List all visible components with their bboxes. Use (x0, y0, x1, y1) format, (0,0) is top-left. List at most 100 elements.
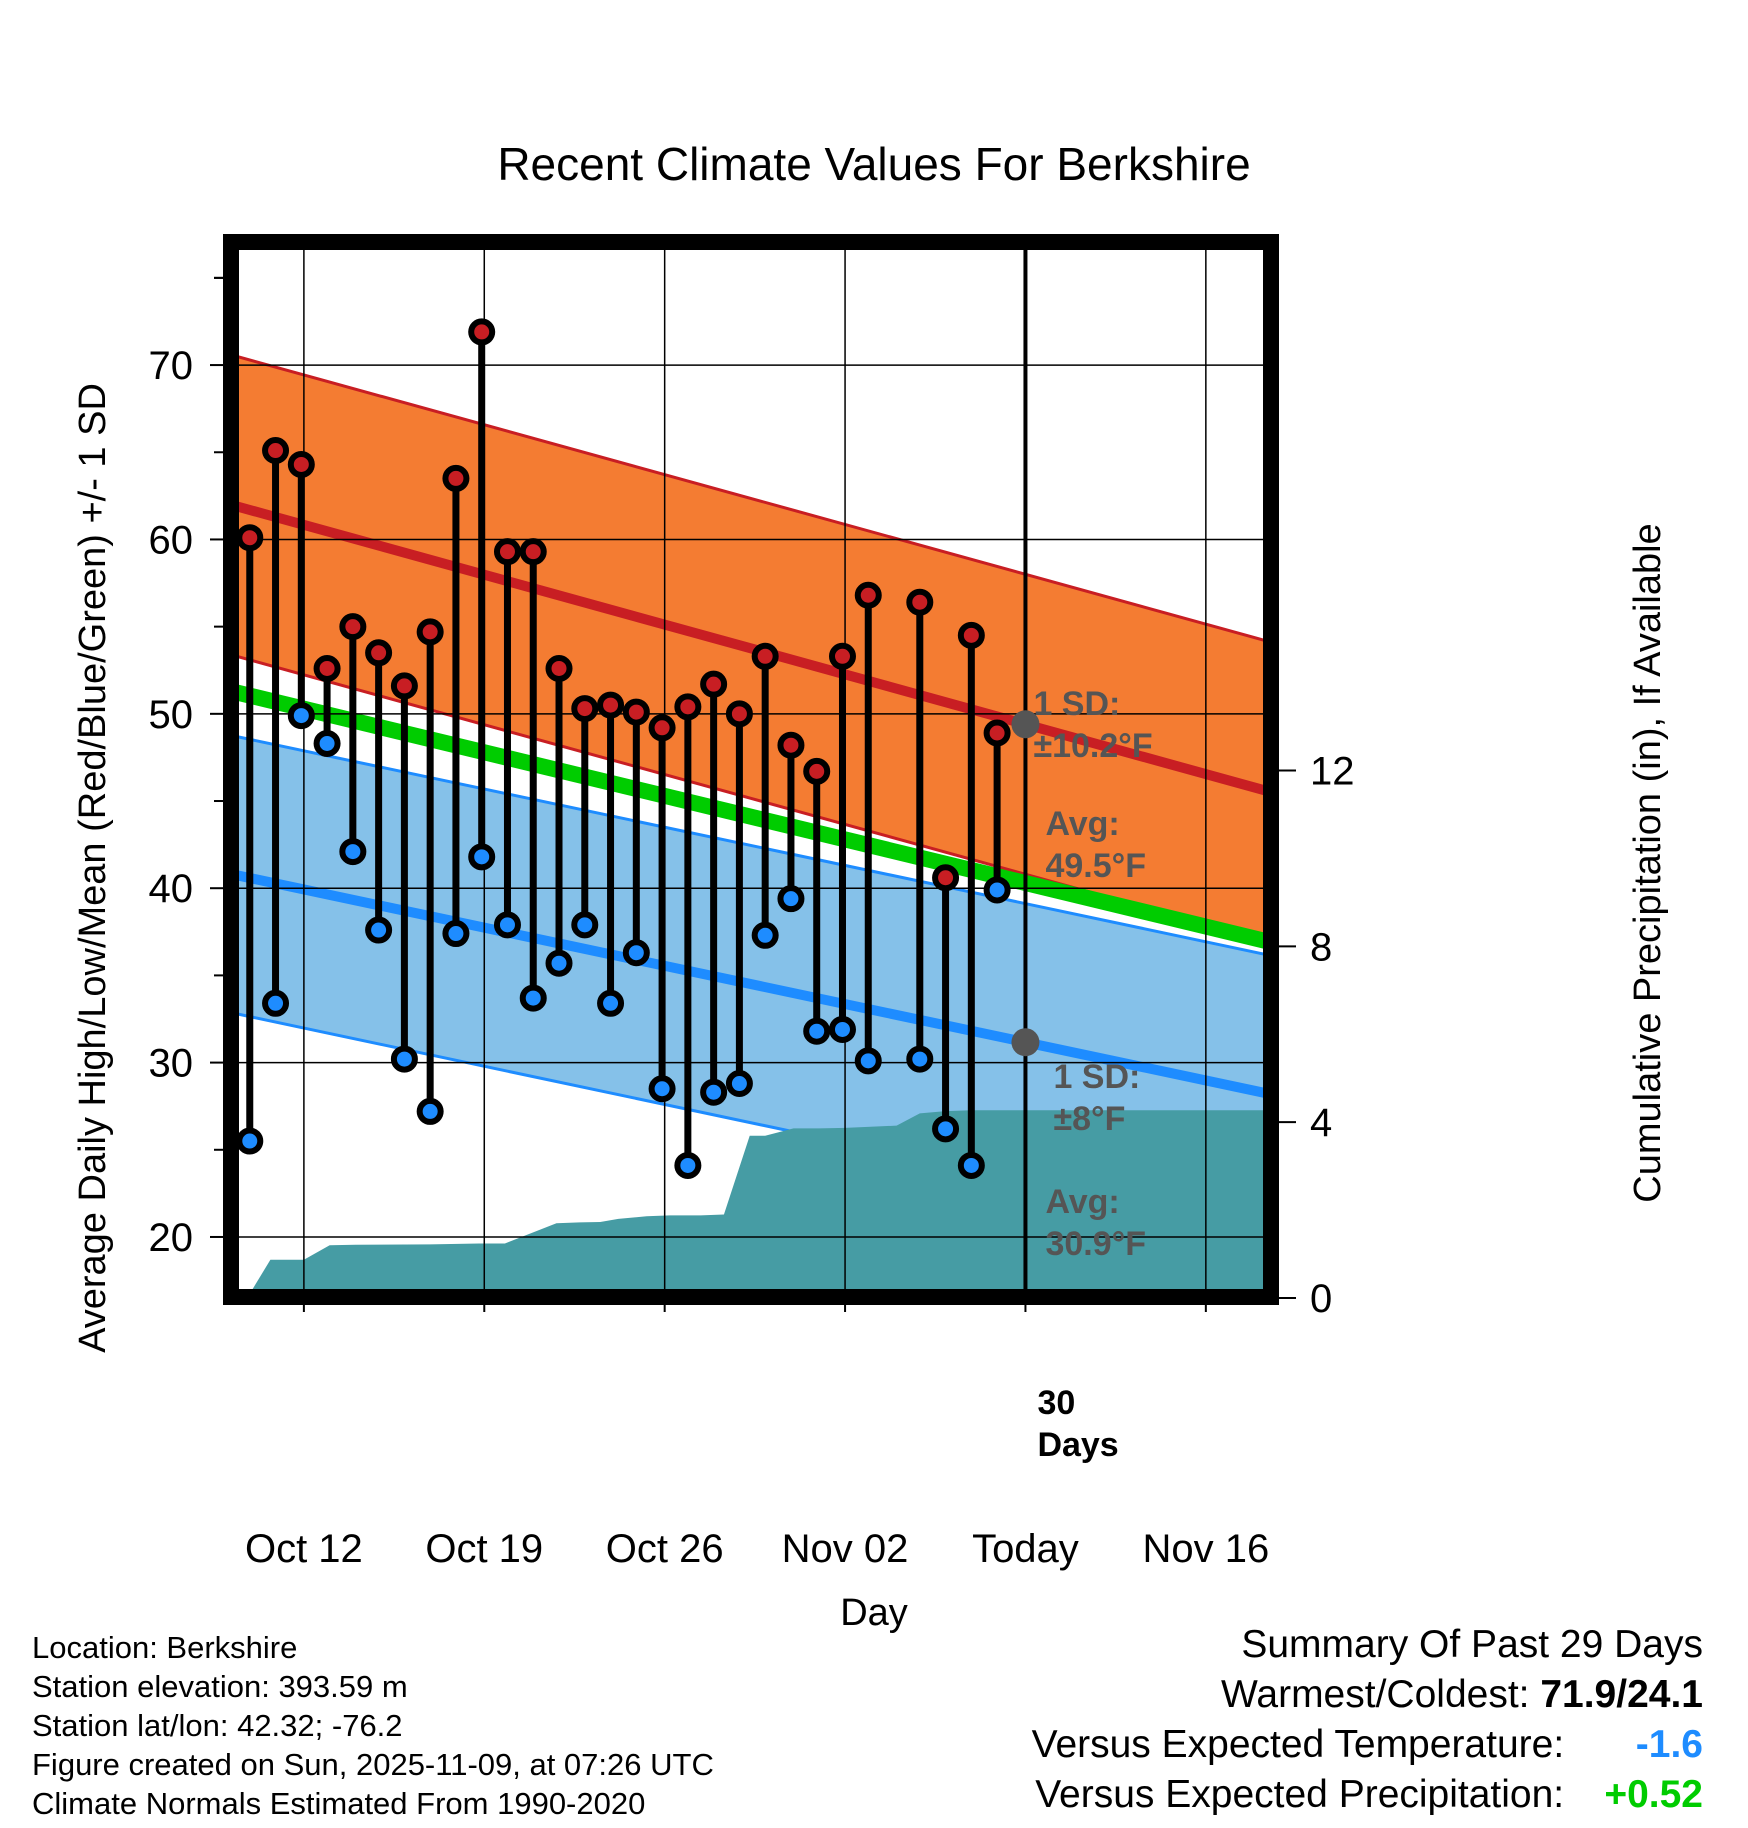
daily-low-marker (932, 1115, 960, 1143)
warm-cold-label: Warmest/Coldest: (1221, 1673, 1530, 1716)
daily-low-marker (416, 1097, 444, 1125)
low-sd-label: 1 SD: (1053, 1058, 1140, 1096)
daily-high-marker (674, 693, 702, 721)
low-sd-value: ±8°F (1053, 1100, 1125, 1138)
daily-high-marker (725, 700, 753, 728)
daily-high-marker (545, 654, 573, 682)
x-axis-label: Day (840, 1592, 908, 1634)
daily-low-marker (700, 1078, 728, 1106)
daily-high-marker (339, 613, 367, 641)
daily-high-marker (236, 524, 264, 552)
daily-high-marker (751, 642, 779, 670)
daily-low-marker (390, 1045, 418, 1073)
x-tick-label: Oct 12 (245, 1527, 363, 1571)
elevation-text: Station elevation: 393.59 m (32, 1669, 408, 1704)
daily-high-marker (519, 538, 547, 566)
normals-text: Climate Normals Estimated From 1990-2020 (32, 1786, 646, 1821)
y-tick-label: 60 (149, 518, 194, 562)
daily-high-marker (262, 437, 290, 465)
daily-low-marker (725, 1070, 753, 1098)
high-sd-value: ±10.2°F (1033, 727, 1152, 765)
precipitation-area (247, 1110, 1278, 1298)
daily-high-marker (571, 695, 599, 723)
daily-high-marker (622, 698, 650, 726)
y2-axis-label: Cumulative Precipitation (in), If Availa… (1627, 523, 1669, 1202)
low-avg-label: Avg: (1045, 1183, 1119, 1221)
high-sd-label: 1 SD: (1033, 685, 1120, 723)
daily-high-marker (828, 642, 856, 670)
y-tick-label: 30 (149, 1042, 194, 1086)
x-tick-label: Oct 19 (425, 1527, 543, 1571)
temp-label: Versus Expected Temperature: (1031, 1723, 1565, 1766)
daily-low-marker (803, 1017, 831, 1045)
daily-high-marker (906, 588, 934, 616)
temp-value: -1.6 (1635, 1723, 1703, 1766)
daily-high-marker (854, 581, 882, 609)
daily-high-marker (442, 464, 470, 492)
daily-low-marker (597, 989, 625, 1017)
daily-high-marker (287, 450, 315, 478)
low-avg-value: 30.9°F (1045, 1225, 1146, 1263)
daily-high-marker (493, 538, 521, 566)
daily-low-marker (854, 1047, 882, 1075)
plot-frame (223, 234, 1279, 1305)
daily-high-marker (983, 719, 1011, 747)
daily-low-marker (236, 1127, 264, 1155)
daily-low-marker (442, 920, 470, 948)
daily-low-marker (545, 949, 573, 977)
summary-panel: Summary Of Past 29 Days Warmest/Coldest:… (1032, 1620, 1703, 1820)
daily-high-marker (777, 731, 805, 759)
summary-precipitation: Versus Expected Precipitation: +0.52 (1032, 1770, 1703, 1820)
x-tick-label: Today (972, 1527, 1079, 1571)
high-band-upper-edge (224, 351, 1278, 646)
high-avg-label: Avg: (1045, 805, 1119, 843)
precip-label: Versus Expected Precipitation: (1035, 1773, 1565, 1816)
daily-low-marker (828, 1015, 856, 1043)
y-tick-label: 70 (149, 344, 194, 388)
daily-low-marker (571, 911, 599, 939)
today-high-normal-marker (1011, 710, 1040, 739)
daily-low-marker (287, 702, 315, 730)
daily-high-marker (390, 672, 418, 700)
daily-high-marker (313, 654, 341, 682)
low-band-upper-edge (224, 732, 1278, 959)
daily-high-marker (416, 618, 444, 646)
today-low-normal-marker (1011, 1028, 1040, 1057)
plot-area: 1 SD: ±10.2°F Avg: 49.5°F 1 SD: ±8°F Avg: 30.9°… (224, 243, 1278, 1464)
x-tick-label: Nov 02 (782, 1527, 909, 1571)
daily-low-marker (777, 885, 805, 913)
y-axis-label: Average Daily High/Low/Mean (Red/Blue/Gr… (72, 383, 114, 1353)
y2-tick-label: 12 (1310, 750, 1355, 794)
x-tick-label: Nov 16 (1142, 1527, 1269, 1571)
y-tick-label: 50 (149, 693, 194, 737)
summary-title: Summary Of Past 29 Days (1241, 1623, 1703, 1666)
daily-low-marker (365, 916, 393, 944)
daily-high-marker (803, 757, 831, 785)
daily-low-marker (262, 989, 290, 1017)
daily-low-marker (313, 729, 341, 757)
daily-low-marker (519, 984, 547, 1012)
high-normal-line (224, 498, 1278, 799)
y2-tick-label: 4 (1310, 1101, 1332, 1145)
days-count-number: 30 (1037, 1384, 1075, 1422)
daily-high-marker (597, 691, 625, 719)
low-normal-line (224, 867, 1278, 1101)
axes: Day Average Daily High/Low/Mean (Red/Blu… (72, 234, 1669, 1634)
daily-low-marker (339, 838, 367, 866)
y-tick-label: 20 (149, 1216, 194, 1260)
chart-title: Recent Climate Values For Berkshire (497, 138, 1250, 190)
x-tick-label: Oct 26 (606, 1527, 724, 1571)
created-text: Figure created on Sun, 2025-11-09, at 07… (32, 1747, 714, 1782)
daily-low-marker (622, 939, 650, 967)
daily-high-marker (468, 318, 496, 346)
daily-high-marker (700, 670, 728, 698)
mean-normal-line (224, 681, 1278, 952)
location-text: Location: Berkshire (32, 1630, 298, 1665)
y2-tick-label: 8 (1310, 925, 1332, 969)
daily-high-marker (932, 864, 960, 892)
summary-temperature: Versus Expected Temperature: -1.6 (1032, 1720, 1703, 1770)
daily-low-marker (751, 921, 779, 949)
daily-low-marker (983, 876, 1011, 904)
daily-low-marker (957, 1151, 985, 1179)
